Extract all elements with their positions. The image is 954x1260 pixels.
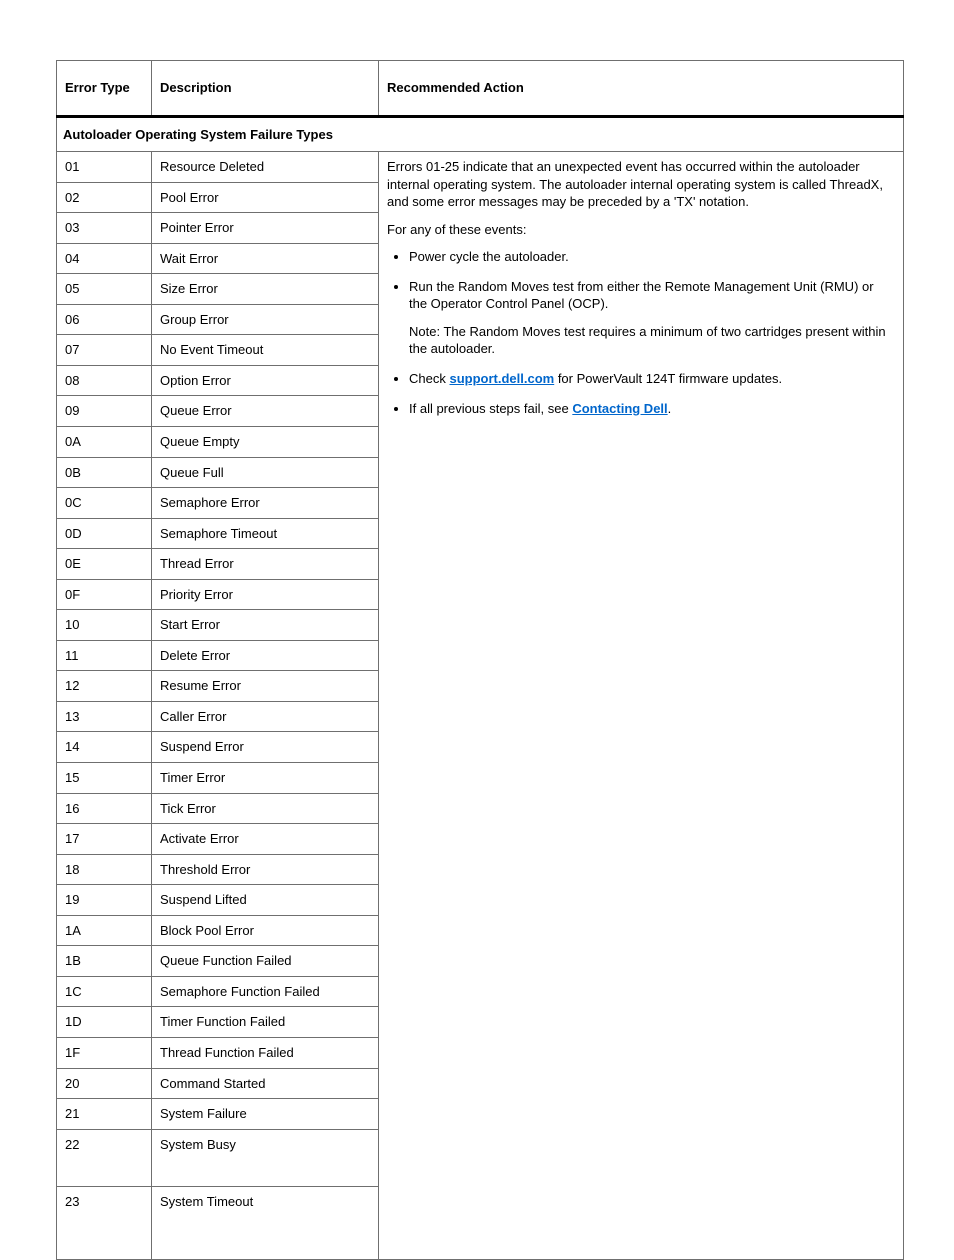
error-code: 01: [57, 152, 152, 183]
error-desc: Timer Function Failed: [152, 1007, 379, 1038]
contacting-dell-link[interactable]: Contacting Dell: [572, 401, 667, 416]
error-code: 04: [57, 243, 152, 274]
action-item: Check support.dell.com for PowerVault 12…: [409, 370, 895, 388]
error-code: 19: [57, 885, 152, 916]
error-desc: Wait Error: [152, 243, 379, 274]
error-code: 1A: [57, 915, 152, 946]
error-code: 13: [57, 701, 152, 732]
error-desc: Activate Error: [152, 824, 379, 855]
error-code: 1F: [57, 1037, 152, 1068]
error-desc: Thread Function Failed: [152, 1037, 379, 1068]
error-code: 1C: [57, 976, 152, 1007]
error-desc: Semaphore Error: [152, 488, 379, 519]
error-desc: Queue Function Failed: [152, 946, 379, 977]
error-code: 14: [57, 732, 152, 763]
action-item: If all previous steps fail, see Contacti…: [409, 400, 895, 418]
error-code: 0F: [57, 579, 152, 610]
header-recommended-action: Recommended Action: [379, 61, 904, 117]
error-code: 0A: [57, 427, 152, 458]
error-desc: Start Error: [152, 610, 379, 641]
error-desc: System Failure: [152, 1099, 379, 1130]
action-item: Run the Random Moves test from either th…: [409, 278, 895, 358]
error-desc: Size Error: [152, 274, 379, 305]
error-code: 02: [57, 182, 152, 213]
error-code: 22: [57, 1129, 152, 1186]
action-forany: For any of these events:: [387, 221, 895, 239]
error-code: 07: [57, 335, 152, 366]
error-code: 0C: [57, 488, 152, 519]
error-code: 23: [57, 1186, 152, 1259]
error-desc: Timer Error: [152, 763, 379, 794]
error-code: 1B: [57, 946, 152, 977]
action-text: If all previous steps fail, see: [409, 401, 572, 416]
error-desc: System Busy: [152, 1129, 379, 1186]
header-description: Description: [152, 61, 379, 117]
error-code: 1D: [57, 1007, 152, 1038]
action-text: .: [668, 401, 672, 416]
header-error-type: Error Type: [57, 61, 152, 117]
error-desc: Group Error: [152, 304, 379, 335]
action-list: Power cycle the autoloader. Run the Rando…: [409, 248, 895, 417]
error-desc: Queue Error: [152, 396, 379, 427]
error-desc: Thread Error: [152, 549, 379, 580]
action-intro: Errors 01-25 indicate that an unexpected…: [387, 158, 895, 211]
error-table: Error Type Description Recommended Actio…: [56, 60, 904, 1260]
error-code: 11: [57, 640, 152, 671]
error-code: 18: [57, 854, 152, 885]
error-desc: No Event Timeout: [152, 335, 379, 366]
error-desc: Delete Error: [152, 640, 379, 671]
error-code: 12: [57, 671, 152, 702]
error-code: 17: [57, 824, 152, 855]
error-desc: Queue Empty: [152, 427, 379, 458]
error-desc: Resource Deleted: [152, 152, 379, 183]
error-code: 06: [57, 304, 152, 335]
section-row: Autoloader Operating System Failure Type…: [57, 116, 904, 152]
error-code: 09: [57, 396, 152, 427]
error-desc: Semaphore Function Failed: [152, 976, 379, 1007]
error-desc: Threshold Error: [152, 854, 379, 885]
error-desc: Option Error: [152, 365, 379, 396]
error-code: 0E: [57, 549, 152, 580]
recommended-action-cell: Errors 01-25 indicate that an unexpected…: [379, 152, 904, 1260]
error-desc: Semaphore Timeout: [152, 518, 379, 549]
error-desc: System Timeout: [152, 1186, 379, 1259]
action-note: Note: The Random Moves test requires a m…: [409, 323, 895, 358]
error-desc: Block Pool Error: [152, 915, 379, 946]
error-desc: Priority Error: [152, 579, 379, 610]
error-code: 15: [57, 763, 152, 794]
error-desc: Queue Full: [152, 457, 379, 488]
error-desc: Suspend Error: [152, 732, 379, 763]
error-desc: Resume Error: [152, 671, 379, 702]
error-code: 16: [57, 793, 152, 824]
error-code: 08: [57, 365, 152, 396]
error-desc: Caller Error: [152, 701, 379, 732]
error-code: 20: [57, 1068, 152, 1099]
error-code: 05: [57, 274, 152, 305]
error-code: 03: [57, 213, 152, 244]
error-code: 21: [57, 1099, 152, 1130]
error-desc: Pool Error: [152, 182, 379, 213]
error-desc: Command Started: [152, 1068, 379, 1099]
header-row: Error Type Description Recommended Actio…: [57, 61, 904, 117]
action-text: Run the Random Moves test from either th…: [409, 279, 874, 312]
error-code: 0D: [57, 518, 152, 549]
error-desc: Pointer Error: [152, 213, 379, 244]
error-code: 0B: [57, 457, 152, 488]
error-desc: Tick Error: [152, 793, 379, 824]
action-item: Power cycle the autoloader.: [409, 248, 895, 266]
action-text: Check: [409, 371, 449, 386]
support-dell-link[interactable]: support.dell.com: [449, 371, 554, 386]
error-code: 10: [57, 610, 152, 641]
action-text: for PowerVault 124T firmware updates.: [554, 371, 782, 386]
table-row: 01Resource DeletedErrors 01-25 indicate …: [57, 152, 904, 183]
error-desc: Suspend Lifted: [152, 885, 379, 916]
section-title: Autoloader Operating System Failure Type…: [57, 116, 904, 152]
